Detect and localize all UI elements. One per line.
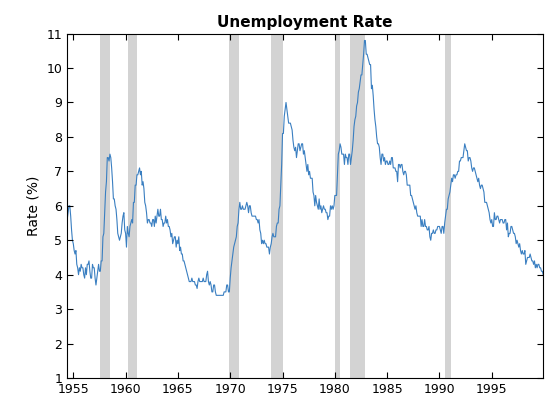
Bar	[445, 34, 451, 378]
Bar	[230, 34, 239, 378]
Bar	[128, 34, 137, 378]
Bar	[271, 34, 283, 378]
Bar	[335, 34, 340, 378]
Y-axis label: Rate (%): Rate (%)	[27, 176, 41, 236]
Title: Unemployment Rate: Unemployment Rate	[217, 15, 393, 30]
Bar	[349, 34, 365, 378]
Bar	[100, 34, 110, 378]
